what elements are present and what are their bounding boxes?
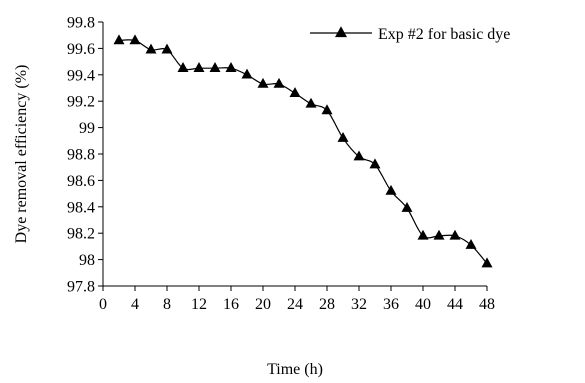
y-tick-label: 98.2	[67, 226, 95, 243]
x-tick-label: 36	[383, 296, 399, 313]
legend-label: Exp #2 for basic dye	[378, 26, 510, 43]
x-tick-label: 48	[479, 296, 495, 313]
x-tick-label: 32	[351, 296, 367, 313]
x-axis-title: Time (h)	[267, 361, 323, 378]
y-tick-label: 98.4	[67, 199, 95, 216]
x-tick-label: 8	[163, 296, 171, 313]
data-point-triangle	[145, 43, 157, 54]
y-tick-label: 99.8	[67, 15, 95, 32]
x-tick-label: 16	[223, 296, 239, 313]
y-tick-label: 97.8	[67, 279, 95, 296]
data-point-triangle	[273, 77, 285, 88]
x-tick-label: 20	[255, 296, 271, 313]
data-point-triangle	[209, 62, 221, 72]
data-point-triangle	[481, 257, 493, 268]
data-point-triangle	[257, 77, 269, 88]
data-point-triangle	[353, 150, 365, 161]
x-tick-label: 0	[99, 296, 107, 313]
data-point-triangle	[449, 229, 461, 240]
data-point-triangle	[433, 229, 445, 240]
series-line	[118, 39, 488, 264]
y-tick-label: 98.6	[67, 173, 95, 190]
data-point-triangle	[417, 229, 429, 240]
x-tick-label: 24	[287, 296, 303, 313]
legend-triangle-marker	[335, 26, 347, 38]
y-tick-label: 98	[79, 252, 95, 269]
x-tick-label: 40	[415, 296, 431, 313]
x-tick-label: 44	[447, 296, 463, 313]
y-tick-label: 99.4	[67, 67, 95, 84]
data-point-triangle	[369, 158, 381, 169]
x-tick-label: 4	[131, 296, 139, 313]
data-point-triangle	[225, 62, 237, 72]
y-tick-label: 99.6	[67, 41, 95, 58]
x-tick-label: 12	[191, 296, 207, 313]
y-tick-label: 99	[79, 120, 95, 137]
y-axis-title: Dye removal efficiency (%)	[13, 65, 30, 244]
data-point-triangle	[113, 34, 125, 45]
y-tick-label: 98.8	[67, 147, 95, 164]
data-point-triangle	[241, 68, 253, 79]
data-point-triangle	[193, 62, 205, 72]
data-point-triangle	[177, 62, 189, 72]
data-point-triangle	[401, 201, 413, 212]
axes	[102, 22, 487, 287]
data-point-triangle	[129, 34, 141, 45]
data-point-triangle	[289, 87, 301, 98]
ticks: 97.8 98 98.2 98.4 98.6 98.8 99 99.2 99.4 99.6 99.8…	[67, 15, 495, 314]
y-tick-label: 99.2	[67, 94, 95, 111]
data-point-triangle	[385, 184, 397, 195]
data-point-triangle	[305, 97, 317, 108]
data-point-triangle	[337, 132, 349, 142]
data-point-triangle	[321, 104, 333, 115]
data-point-triangle	[465, 238, 477, 249]
series	[113, 34, 493, 268]
data-point-triangle	[161, 43, 173, 54]
x-tick-label: 28	[319, 296, 335, 313]
legend: Exp #2 for basic dye	[310, 26, 510, 43]
